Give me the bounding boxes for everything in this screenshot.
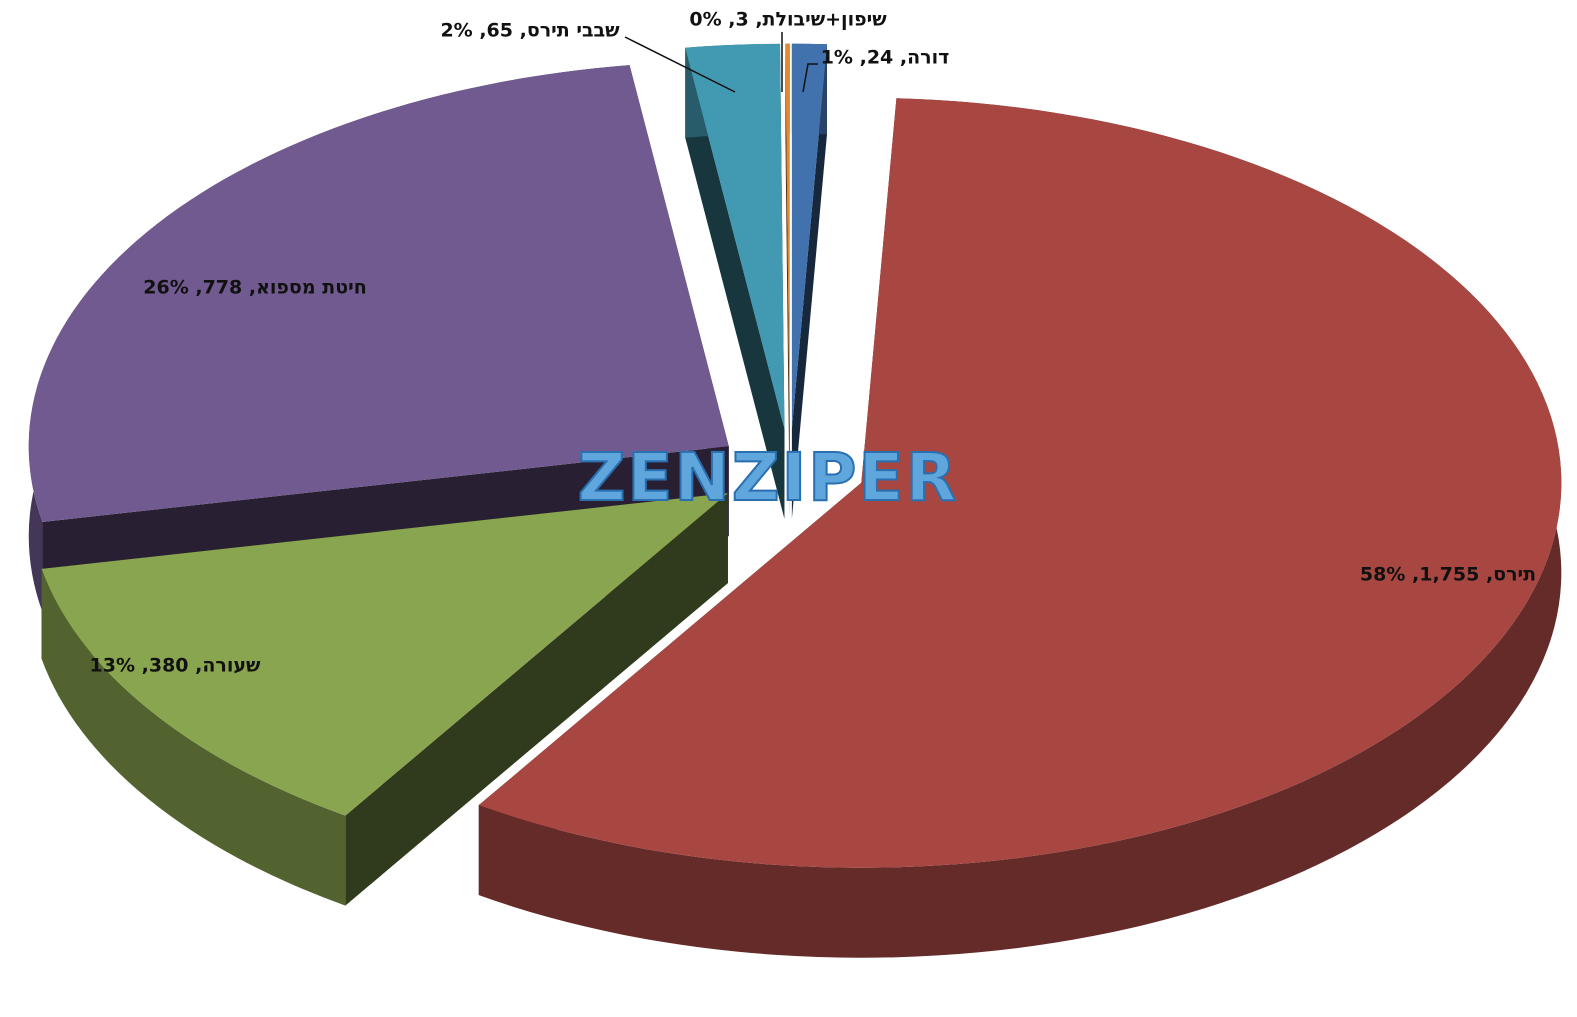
data-label: חיטת מספוא, 778, 26% — [143, 277, 367, 299]
slice — [41, 493, 728, 816]
slice — [785, 43, 790, 429]
slice — [28, 65, 729, 522]
leader-line — [624, 36, 736, 93]
data-label: שעורה, 380, 13% — [90, 655, 262, 677]
slice-side — [785, 43, 790, 519]
data-label: שיפון+שיבולת, 3, 0% — [689, 9, 887, 31]
slice — [478, 98, 1562, 868]
slice-side — [791, 44, 827, 519]
slice-wall — [478, 98, 1562, 958]
pie — [28, 43, 1562, 958]
slice-side — [345, 493, 728, 906]
slice-side — [685, 47, 785, 519]
data-label: שבבי תירס, 65, 2% — [440, 20, 620, 42]
leader-line — [802, 63, 818, 93]
slice — [685, 43, 785, 429]
watermark: ZENZIPER — [578, 439, 959, 516]
data-label: תירס, 1,755, 58% — [1360, 564, 1536, 586]
slice-wall — [41, 568, 346, 906]
data-label: דורה, 24, 1% — [821, 47, 950, 69]
slice — [791, 43, 827, 429]
